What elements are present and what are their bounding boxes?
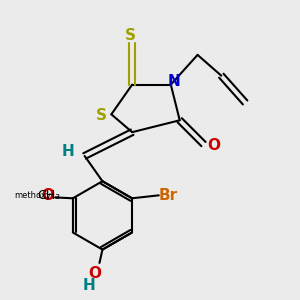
Text: O: O [41, 188, 54, 203]
Text: O: O [88, 266, 101, 281]
Text: N: N [167, 74, 180, 89]
Text: CH₃: CH₃ [37, 189, 60, 202]
Text: S: S [95, 108, 106, 123]
Text: S: S [125, 28, 136, 43]
Text: methoxy: methoxy [14, 191, 51, 200]
Text: O: O [207, 138, 220, 153]
Text: H: H [62, 144, 75, 159]
Text: Br: Br [158, 188, 177, 203]
Text: H: H [83, 278, 95, 293]
